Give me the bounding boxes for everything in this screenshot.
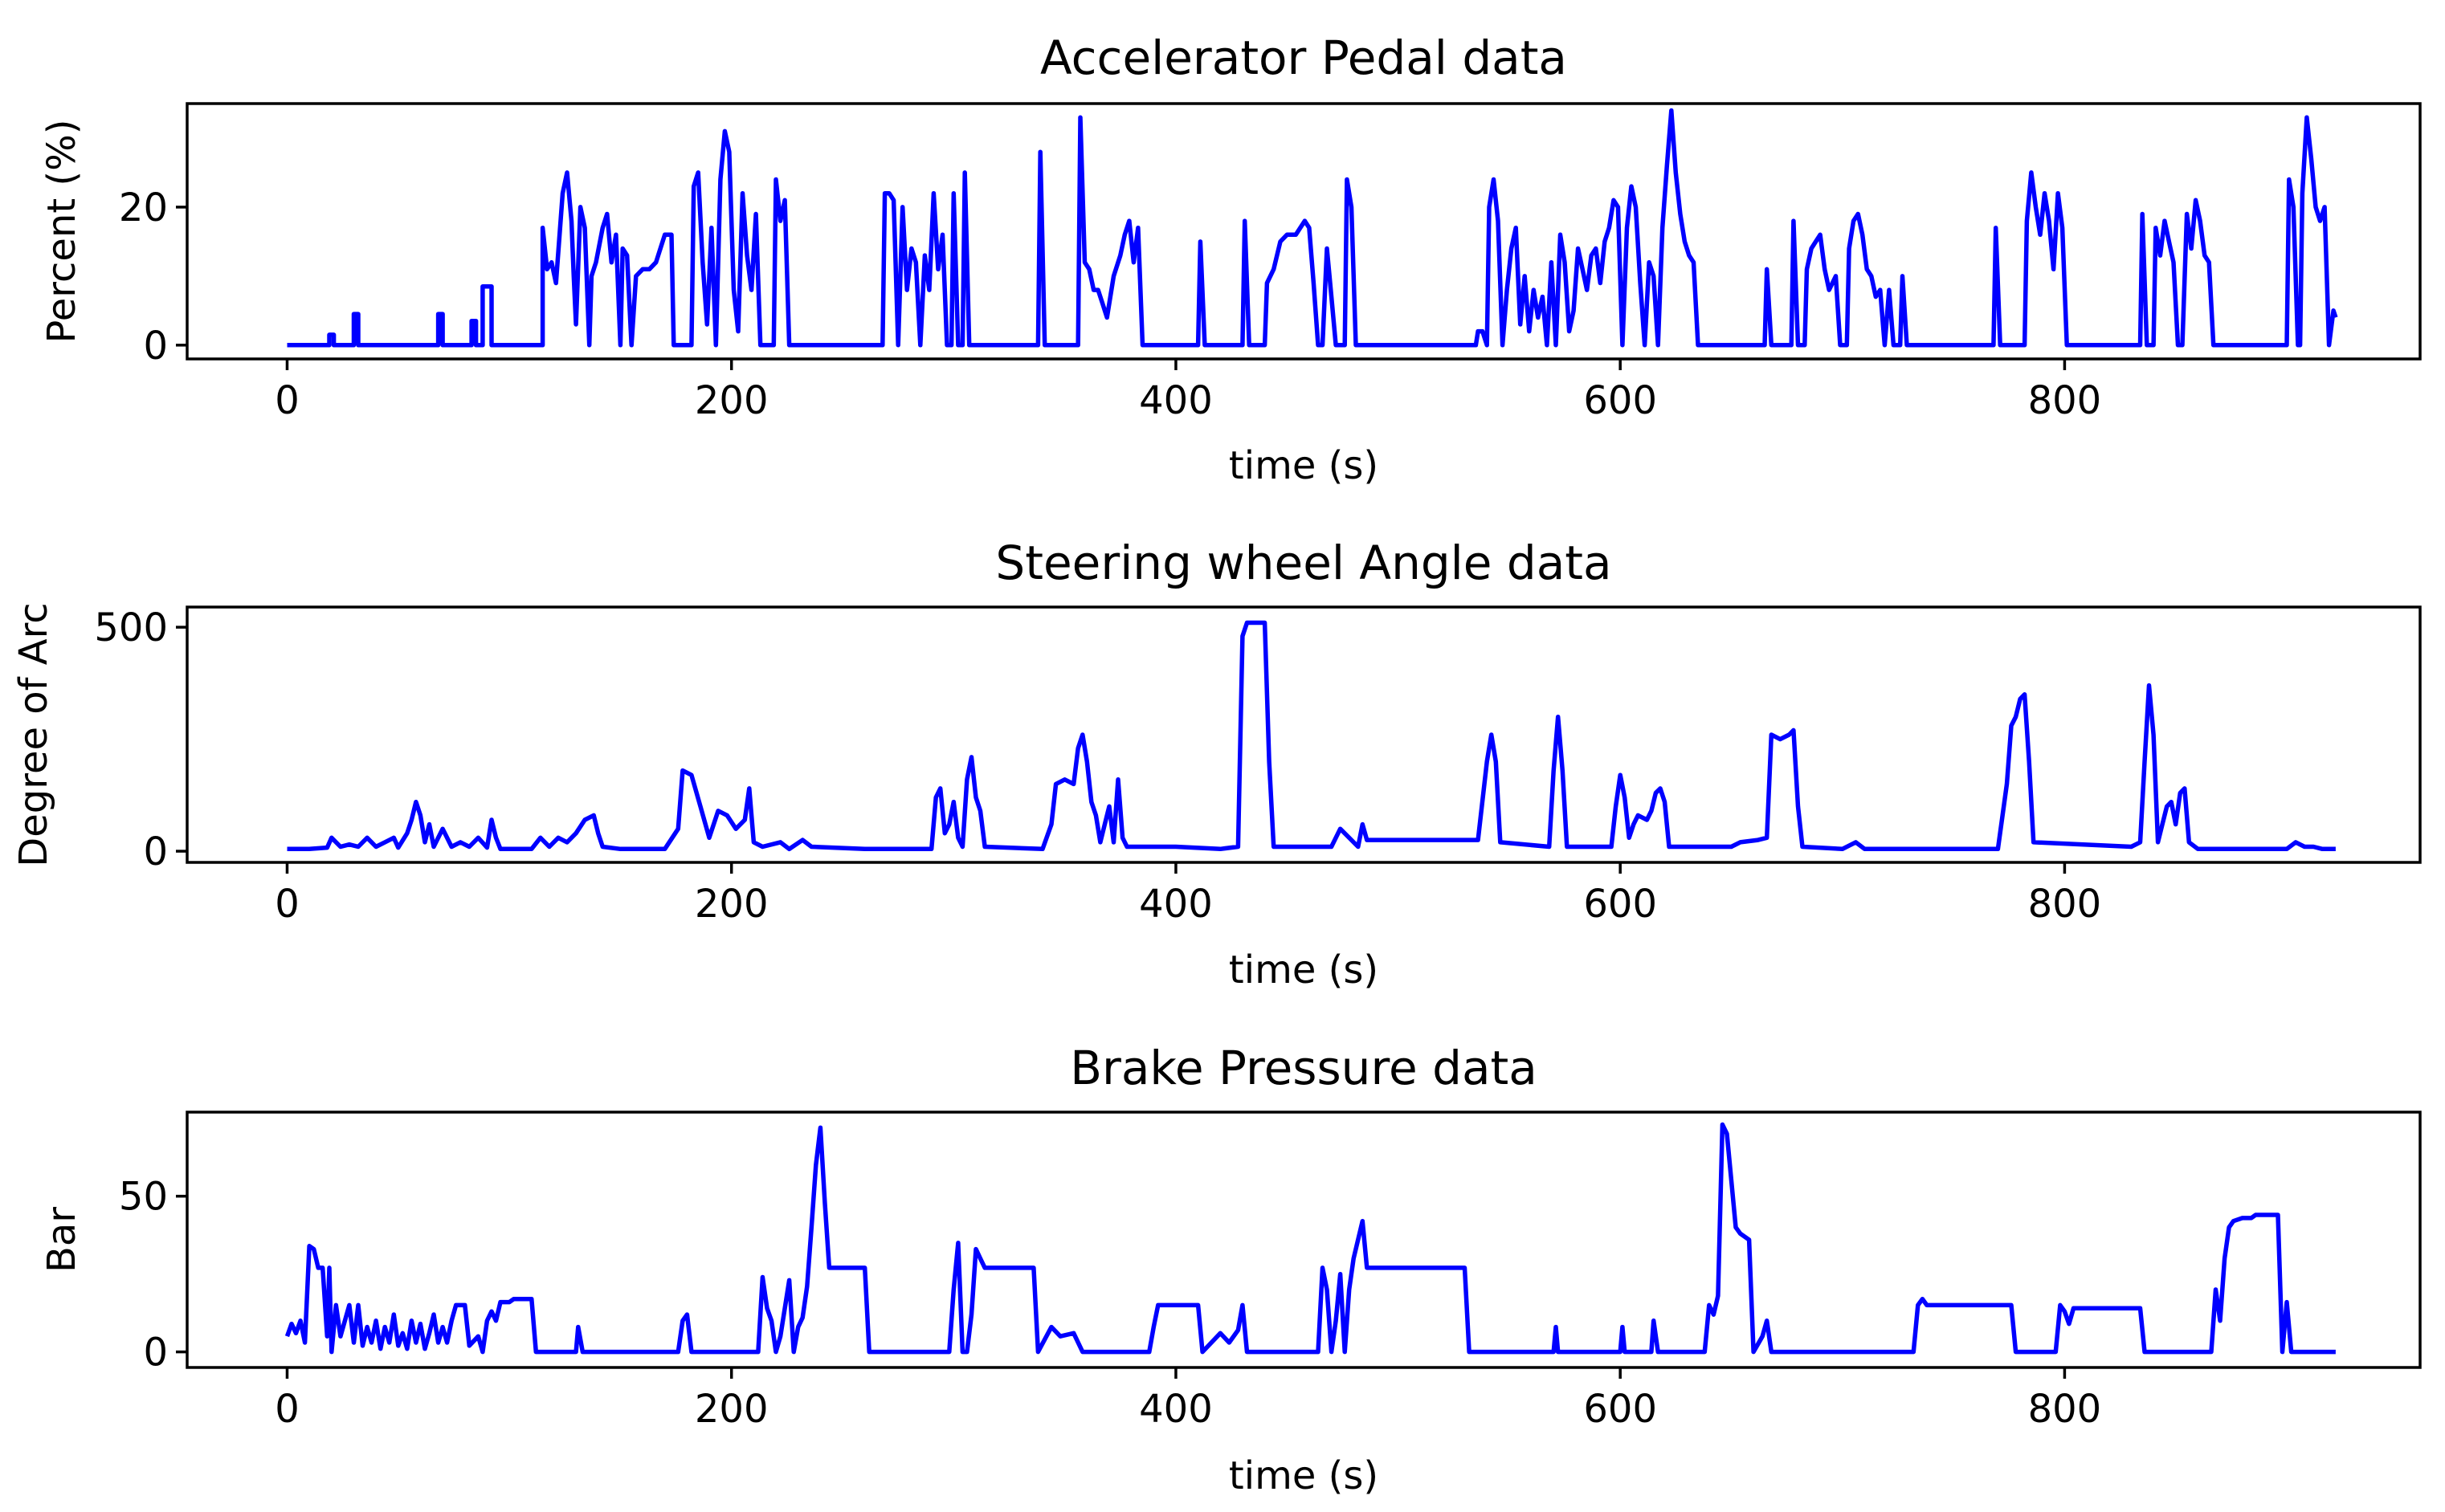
plot-frame [186, 605, 2422, 864]
x-tick-label: 200 [695, 1387, 769, 1432]
panel-title: Accelerator Pedal data [1040, 31, 1567, 85]
x-tick-label: 200 [695, 882, 769, 927]
brake-pressure-line [284, 1122, 2336, 1355]
y-axis-label: Bar [39, 1207, 84, 1273]
y-tick-label: 50 [119, 1175, 168, 1220]
panel-title: Steering wheel Angle data [995, 536, 1611, 590]
ticks-group: 0 200 400 600 800 0 50 [119, 1175, 2101, 1432]
y-axis-label: Degree of Arc [11, 602, 56, 866]
plot-frame [186, 1111, 2422, 1369]
ticks-group: 0 200 400 600 800 0 20 [119, 185, 2101, 423]
ticks-group: 0 200 400 600 800 0 500 [94, 605, 2101, 927]
x-tick-label: 200 [695, 378, 769, 423]
x-tick-label: 0 [275, 882, 300, 927]
panel-title: Brake Pressure data [1070, 1041, 1537, 1095]
x-tick-label: 0 [275, 378, 300, 423]
steering-wheel-angle-panel: Steering wheel Angle data 0 200 400 600 8000… [11, 536, 2422, 992]
accelerator-pedal-line [287, 108, 2338, 348]
x-tick-label: 800 [2028, 1387, 2102, 1432]
x-tick-label: 400 [1139, 1387, 1213, 1432]
y-tick-label: 0 [143, 1331, 168, 1375]
y-axis-label: Percent (%) [39, 120, 84, 344]
x-tick-label: 600 [1583, 378, 1657, 423]
x-tick-label: 800 [2028, 882, 2102, 927]
x-tick-label: 600 [1583, 882, 1657, 927]
x-tick-label: 0 [275, 1387, 300, 1432]
x-tick-label: 400 [1139, 378, 1213, 423]
accelerator-pedal-panel: Accelerator Pedal data 0 200 400 600 800020 … [39, 31, 2422, 488]
x-tick-label: 800 [2028, 378, 2102, 423]
y-tick-label: 500 [94, 605, 168, 650]
x-tick-label: 400 [1139, 882, 1213, 927]
brake-pressure-panel: Brake Pressure data 0 200 400 600 800 0 50 tim… [39, 1041, 2422, 1498]
y-tick-label: 0 [143, 324, 168, 369]
y-tick-label: 20 [119, 185, 168, 230]
x-axis-label: time (s) [1229, 443, 1378, 488]
y-tick-label: 0 [143, 829, 168, 874]
x-tick-label: 600 [1583, 1387, 1657, 1432]
x-axis-label: time (s) [1229, 1453, 1378, 1498]
steering-wheel-angle-line [287, 620, 2336, 852]
x-axis-label: time (s) [1229, 948, 1378, 992]
plot-frame [186, 102, 2422, 361]
